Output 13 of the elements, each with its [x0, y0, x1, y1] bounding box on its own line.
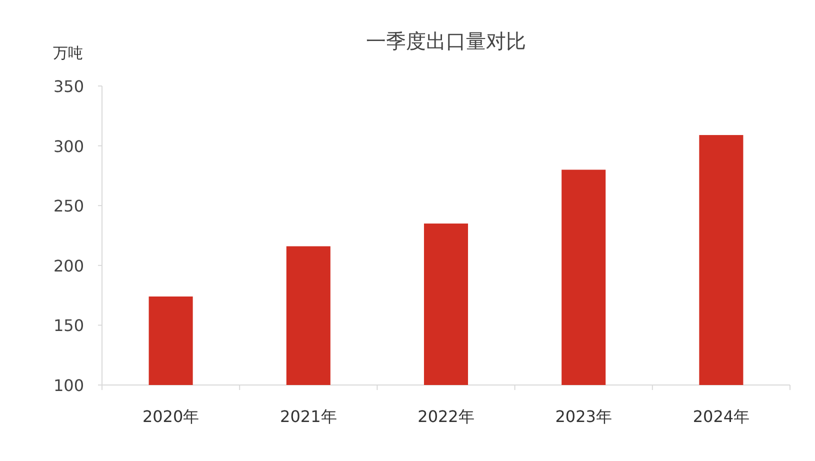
- x-tick-label: 2022年: [418, 407, 474, 426]
- y-tick-label: 350: [53, 77, 84, 96]
- x-tick-label: 2021年: [280, 407, 337, 426]
- y-tick-label: 300: [53, 136, 84, 156]
- y-tick-label: 200: [53, 256, 84, 276]
- x-tick-label: 2023年: [555, 407, 612, 426]
- x-tick-label: 2024年: [692, 407, 750, 426]
- y-tick-label: 250: [53, 196, 84, 216]
- y-axis-title: 万吨: [53, 44, 83, 62]
- y-tick-label: 150: [53, 316, 84, 336]
- chart-title: 一季度出口量对比: [366, 29, 526, 53]
- x-tick-label: 2020年: [142, 407, 200, 426]
- y-tick-label: 100: [53, 376, 84, 395]
